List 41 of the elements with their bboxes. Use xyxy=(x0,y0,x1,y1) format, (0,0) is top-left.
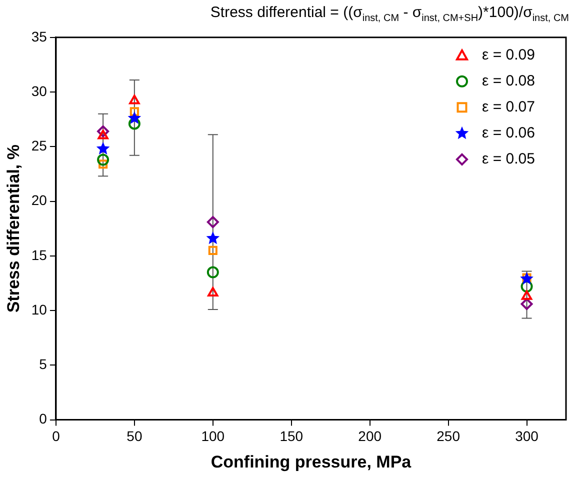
point xyxy=(97,125,110,138)
point xyxy=(208,246,218,255)
y-tick-label: 20 xyxy=(31,192,48,208)
point xyxy=(206,266,219,278)
legend-label: ε = 0.06 xyxy=(482,124,535,142)
y-tick-label: 30 xyxy=(31,82,48,99)
y-tick-label: 5 xyxy=(39,356,48,372)
legend-label: ε = 0.07 xyxy=(482,98,535,116)
point xyxy=(128,111,142,124)
x-tick-label: 150 xyxy=(280,428,304,444)
legend-label: ε = 0.08 xyxy=(482,72,535,90)
y-tick-label: 35 xyxy=(31,28,48,44)
point xyxy=(96,142,110,155)
point xyxy=(98,160,108,169)
y-axis-title: Stress differential, % xyxy=(4,144,23,313)
legend-label: ε = 0.05 xyxy=(482,150,535,168)
point xyxy=(520,272,534,285)
x-tick-label: 0 xyxy=(52,428,60,444)
y-tick-label: 15 xyxy=(31,246,48,263)
x-tick-label: 100 xyxy=(201,428,225,444)
x-tick-label: 250 xyxy=(436,428,460,444)
point xyxy=(128,118,140,130)
x-tick-label: 50 xyxy=(126,428,142,444)
y-tick-label: 10 xyxy=(31,301,48,318)
point xyxy=(206,231,220,244)
point xyxy=(97,154,110,166)
legend-label: ε = 0.09 xyxy=(482,46,535,64)
y-tick-label: 25 xyxy=(31,138,48,154)
point xyxy=(520,280,533,293)
point xyxy=(521,290,532,300)
point xyxy=(129,94,140,104)
x-axis-title: Confining pressure, MPa xyxy=(210,452,412,472)
point xyxy=(98,130,108,140)
point xyxy=(208,287,218,297)
point xyxy=(520,298,533,310)
y-tick-label: 0 xyxy=(39,410,48,427)
point xyxy=(206,216,219,228)
x-tick-label: 300 xyxy=(515,428,539,444)
chart-title: Stress differential = ((σ$_{inst, CM}$ - σ$_{inst, CM+SH}$)*100)/σ$_{inst, CM}$ xyxy=(209,3,570,26)
x-tick-label: 200 xyxy=(358,428,382,444)
point xyxy=(130,107,139,116)
